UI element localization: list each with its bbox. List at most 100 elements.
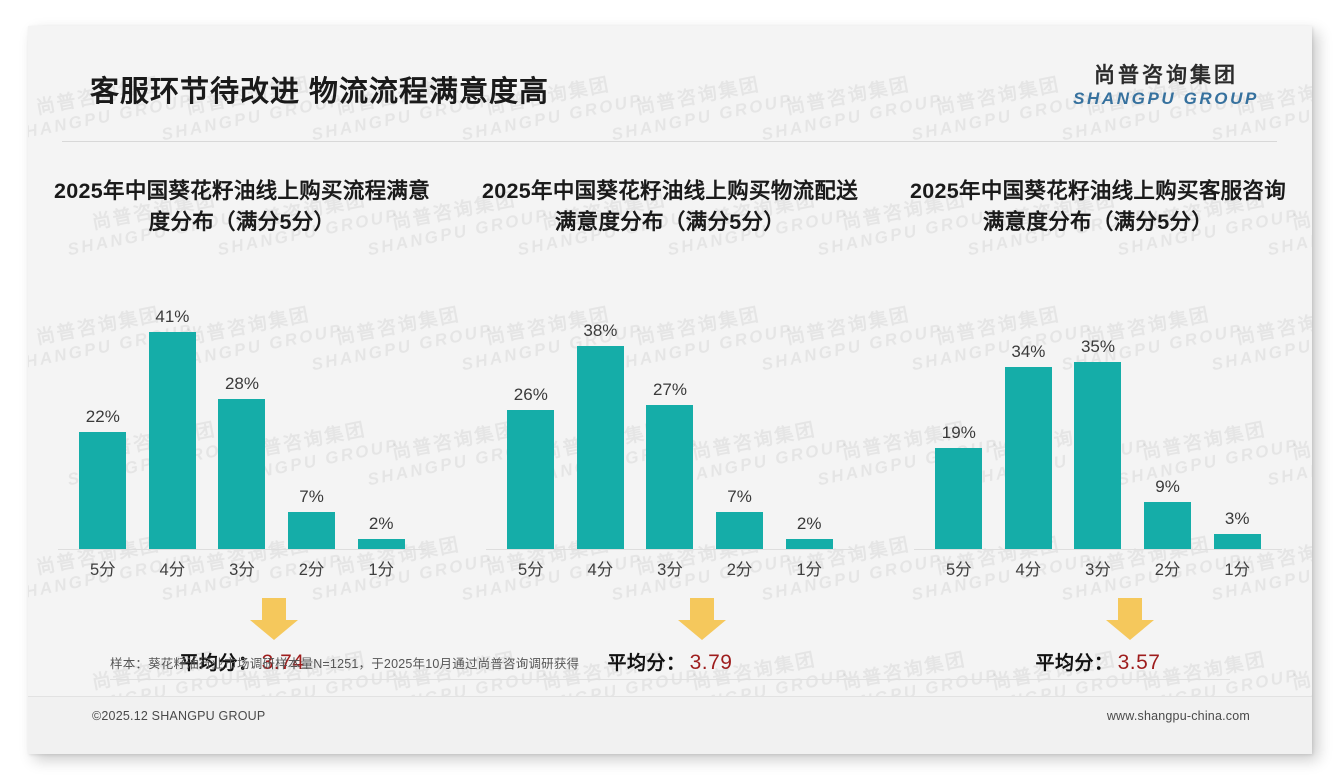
x-axis-tick-label: 3分 [657,561,683,579]
x-axis-tick-label: 3分 [1085,561,1111,579]
x-axis-tick-row: 5分 4分 3分 2分 1分 [924,556,1272,580]
x-axis-line [486,549,854,550]
chart-panel-3: 2025年中国葵花籽油线上购买客服咨询满意度分布（满分5分） 19% 34% 35% 9… [884,176,1312,676]
average-value: 3.74 [261,651,305,674]
x-axis-tick-row: 5分 4分 3分 2分 1分 [496,556,844,580]
average-label: 平均分： [179,653,258,674]
bar-slot: 26% [496,308,566,550]
bar[interactable] [576,346,624,550]
bar[interactable] [1213,534,1261,550]
average-callout: 平均分： 3.57 [884,596,1312,686]
bar-value-label: 2% [368,514,394,533]
plot-area: 19% 34% 35% 9% 3% [914,308,1282,550]
bar-value-label: 7% [727,487,752,506]
bar-value-label: 28% [224,374,259,393]
bar[interactable] [288,512,336,550]
slide-header: 客服环节待改进 物流流程满意度高 尚普咨询集团 SHANGPU GROUP [28,26,1312,114]
x-axis-tick-label: 1分 [368,561,395,579]
bar-group: 22% 41% 28% 7% 2% [68,308,416,550]
average-score-line: 平均分： 3.79 [456,648,884,675]
bar-group: 26% 38% 27% 7% 2% [496,308,844,550]
bar-value-label: 2% [796,514,822,533]
bar-slot: 2% [774,308,844,550]
bar-value-label: 19% [941,423,976,442]
bar-slot: 19% [924,308,994,550]
average-value: 3.57 [1117,651,1161,674]
down-arrow-icon [676,596,728,642]
x-axis-line [58,549,426,550]
bar-slot: 41% [138,308,208,550]
bar[interactable] [646,405,694,550]
bar[interactable] [716,512,764,550]
average-score-line: 平均分： 3.57 [884,648,1312,675]
bar[interactable] [1004,367,1052,550]
bar[interactable] [1074,362,1122,550]
header-divider [62,141,1277,142]
charts-row: 2025年中国葵花籽油线上购买流程满意度分布（满分5分） 22% 41% 28% 7% 2… [28,176,1312,676]
footnote-divider [110,679,1230,680]
x-axis-tick-label: 2分 [726,561,753,579]
bar-value-label: 35% [1080,337,1115,356]
average-callout: 平均分： 3.79 [456,596,884,686]
bar-slot: 38% [566,308,636,550]
down-arrow-icon [1104,596,1156,642]
x-axis-tick-row: 5分 4分 3分 2分 1分 [68,556,416,580]
bar[interactable] [148,332,196,550]
average-callout: 平均分： 3.74 [28,596,456,686]
bar[interactable] [218,399,266,550]
x-axis-line [914,549,1282,550]
bar-value-label: 27% [652,380,687,399]
x-axis-tick-label: 5分 [89,561,116,579]
brand-logo: 尚普咨询集团 SHANGPU GROUP [1066,64,1266,108]
x-axis-tick-label: 2分 [298,561,325,579]
bar-slot: 7% [277,308,347,550]
bar-value-label: 9% [1155,477,1180,496]
bar-value-label: 26% [513,385,548,404]
chart-panel-2: 2025年中国葵花籽油线上购买物流配送满意度分布（满分5分） 26% 38% 27% 7… [456,176,884,676]
x-axis-tick-label: 4分 [159,561,186,579]
bar[interactable] [1144,502,1192,550]
plot-area: 22% 41% 28% 7% 2% [58,308,426,550]
average-label: 平均分： [1035,653,1114,674]
bar-value-label: 7% [299,487,324,506]
page-title: 客服环节待改进 物流流程满意度高 [90,76,550,108]
bar[interactable] [79,432,127,550]
bar-value-label: 38% [583,321,618,340]
bar-slot: 28% [207,308,277,550]
average-value: 3.79 [689,651,733,674]
x-axis-tick-label: 5分 [945,561,972,579]
average-label: 平均分： [607,653,686,674]
x-axis-tick-label: 1分 [1224,561,1251,579]
bar[interactable] [935,448,983,550]
bar[interactable] [357,539,405,550]
bar-slot: 35% [1063,308,1133,550]
x-axis-tick-label: 4分 [1015,561,1042,579]
chart-title: 2025年中国葵花籽油线上购买流程满意度分布（满分5分） [53,179,431,234]
x-axis-tick-label: 3分 [229,561,255,579]
bar[interactable] [507,410,555,550]
chart-title: 2025年中国葵花籽油线上购买物流配送满意度分布（满分5分） [481,179,859,234]
plot-area: 26% 38% 27% 7% 2% [486,308,854,550]
bar-slot: 3% [1202,308,1272,550]
logo-chinese-text: 尚普咨询集团 [1094,64,1238,87]
bar[interactable] [785,539,833,550]
bar-value-label: 3% [1224,509,1250,528]
bar-value-label: 41% [155,307,190,326]
slide-canvas: 尚普咨询集团 SHANGPU GROUP 尚普咨询集团 SHANGPU GROUP 尚普… [28,26,1312,754]
bar-value-label: 34% [1011,342,1046,361]
bar-slot: 34% [994,308,1064,550]
website-link[interactable]: www.shangpu-china.com [1106,709,1250,723]
average-score-line: 平均分： 3.74 [28,648,456,675]
x-axis-tick-label: 5分 [517,561,544,579]
bar-value-label: 22% [85,407,120,426]
chart-title: 2025年中国葵花籽油线上购买客服咨询满意度分布（满分5分） [909,179,1287,234]
chart-panel-1: 2025年中国葵花籽油线上购买流程满意度分布（满分5分） 22% 41% 28% 7% 2… [28,176,456,676]
bar-slot: 9% [1133,308,1203,550]
bar-slot: 27% [635,308,705,550]
bar-slot: 22% [68,308,138,550]
slide-footer: ©2025.12 SHANGPU GROUP www.shangpu-china… [28,696,1312,754]
x-axis-tick-label: 1分 [796,561,823,579]
bar-slot: 2% [346,308,416,550]
x-axis-tick-label: 4分 [587,561,614,579]
source-footnote: 样本：葵花籽油行业市场调研样本量N=1251，于2025年10月通过尚普咨询调研… [110,657,580,671]
